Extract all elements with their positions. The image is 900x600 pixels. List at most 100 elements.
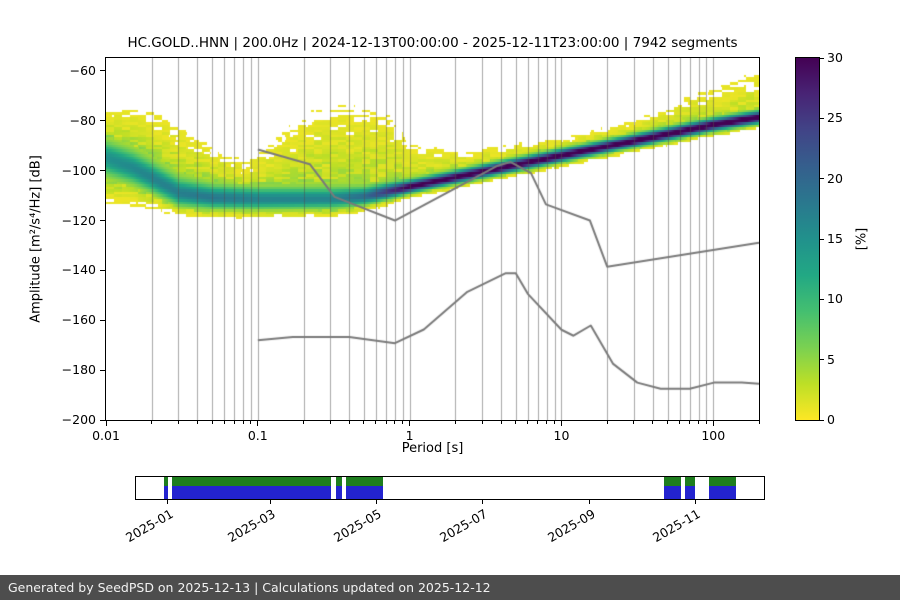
- timeline-segment-psd: [336, 486, 342, 499]
- x-minor-tick: [698, 421, 700, 424]
- x-minor-tick: [689, 421, 691, 424]
- x-minor-tick: [177, 421, 179, 424]
- x-axis-label: Period [s]: [401, 441, 464, 456]
- colorbar-tick-label: 5: [827, 351, 835, 367]
- timeline-tick: [167, 500, 169, 504]
- y-axis-label: Amplitude [m²/s⁴/Hz] [dB]: [28, 155, 44, 323]
- y-tick-label: −100: [61, 162, 96, 178]
- x-tick-label: 100: [701, 428, 726, 443]
- x-minor-tick: [242, 421, 244, 424]
- y-tick: [100, 319, 105, 321]
- timeline-tick-label: 2025-09: [544, 506, 598, 546]
- y-tick-label: −180: [61, 362, 96, 378]
- timeline-segment-psd: [684, 486, 695, 499]
- x-tick: [257, 421, 259, 426]
- timeline-segment-psd: [172, 486, 332, 499]
- timeline-segment-data: [172, 477, 332, 487]
- y-tick-label: −140: [61, 262, 96, 278]
- colorbar-tick-label: 0: [827, 412, 835, 427]
- y-tick: [100, 70, 105, 72]
- x-minor-tick: [196, 421, 198, 424]
- x-minor-tick: [385, 421, 387, 424]
- x-tick-label: 0.1: [247, 428, 268, 443]
- x-minor-tick: [546, 421, 548, 424]
- x-minor-tick: [375, 421, 377, 424]
- timeline-segment-psd: [709, 486, 737, 499]
- colorbar-tick: [820, 178, 824, 180]
- x-minor-tick: [606, 421, 608, 424]
- timeline-segment-data: [684, 477, 695, 487]
- colorbar-tick: [820, 419, 824, 421]
- colorbar-tick: [820, 57, 824, 59]
- colorbar-tick-label: 25: [827, 110, 843, 126]
- x-tick-label: 0.01: [92, 428, 120, 443]
- x-minor-tick: [705, 421, 707, 424]
- colorbar-tick-label: 10: [827, 291, 843, 307]
- x-minor-tick: [363, 421, 365, 424]
- x-minor-tick: [481, 421, 483, 424]
- x-minor-tick: [679, 421, 681, 424]
- timeline-segment-data: [709, 477, 737, 487]
- chart-title: HC.GOLD..HNN | 200.0Hz | 2024-12-13T00:0…: [127, 35, 738, 51]
- timeline-segment-psd: [345, 486, 384, 499]
- timeline-bar: [135, 476, 765, 500]
- x-tick: [560, 421, 562, 426]
- timeline-tick-label: 2025-07: [436, 506, 490, 546]
- ppsd-heatmap-canvas: [106, 58, 759, 420]
- colorbar-tick: [820, 238, 824, 240]
- colorbar-tick: [820, 298, 824, 300]
- colorbar: [795, 57, 820, 421]
- footer-text: Generated by SeedPSD on 2025-12-13 | Cal…: [8, 580, 491, 595]
- colorbar-tick-label: 20: [827, 170, 843, 186]
- timeline-tick: [481, 500, 483, 504]
- x-minor-tick: [527, 421, 529, 424]
- y-tick: [100, 369, 105, 371]
- x-minor-tick: [211, 421, 213, 424]
- timeline-tick: [695, 500, 697, 504]
- x-minor-tick: [250, 421, 252, 424]
- y-tick-label: −120: [61, 212, 96, 228]
- x-minor-tick: [554, 421, 556, 424]
- x-tick-label: 10: [553, 428, 570, 443]
- x-minor-tick: [394, 421, 396, 424]
- x-minor-tick: [537, 421, 539, 424]
- y-tick: [100, 419, 105, 421]
- y-tick: [100, 170, 105, 172]
- timeline-segment-data: [345, 477, 384, 487]
- y-tick-label: −160: [61, 312, 96, 328]
- y-tick: [100, 220, 105, 222]
- timeline-segment-data: [164, 477, 169, 487]
- x-tick-label: 1: [405, 428, 414, 443]
- timeline-segment-psd: [663, 486, 682, 499]
- colorbar-tick: [820, 359, 824, 361]
- x-minor-tick: [652, 421, 654, 424]
- timeline-tick: [269, 500, 271, 504]
- x-minor-tick: [515, 421, 517, 424]
- x-minor-tick: [348, 421, 350, 424]
- timeline-segment-data: [663, 477, 682, 487]
- y-tick: [100, 120, 105, 122]
- x-tick: [712, 421, 714, 426]
- timeline-tick-label: 2025-03: [225, 506, 278, 546]
- footer-bar: Generated by SeedPSD on 2025-12-13 | Cal…: [0, 575, 900, 600]
- y-tick: [100, 269, 105, 271]
- y-tick-label: −80: [69, 112, 96, 128]
- colorbar-tick: [820, 117, 824, 119]
- x-minor-tick: [667, 421, 669, 424]
- timeline-tick: [375, 500, 377, 504]
- y-tick-label: −200: [61, 412, 96, 427]
- colorbar-label: [%]: [854, 227, 870, 251]
- y-tick-label: −60: [69, 62, 96, 78]
- timeline-segment-data: [336, 477, 342, 487]
- x-minor-tick: [303, 421, 305, 424]
- x-minor-tick: [758, 421, 760, 424]
- x-minor-tick: [500, 421, 502, 424]
- x-minor-tick: [402, 421, 404, 424]
- timeline-tick: [589, 500, 591, 504]
- colorbar-gradient: [796, 58, 819, 420]
- timeline-segment-psd: [164, 486, 169, 499]
- x-minor-tick: [233, 421, 235, 424]
- timeline-tick-label: 2025-01: [122, 506, 176, 546]
- timeline-tick-label: 2025-11: [650, 506, 704, 546]
